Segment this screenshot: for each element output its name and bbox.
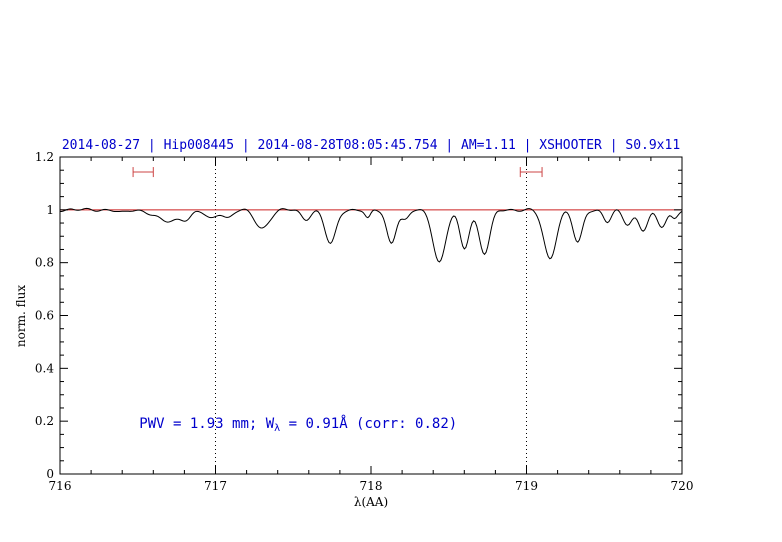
spectrum-line <box>59 207 683 263</box>
pwv-annotation: PWV = 1.93 mm; Wλ = 0.91Å (corr: 0.82) <box>139 415 457 434</box>
x-tick-label: 717 <box>204 479 227 493</box>
x-tick-label: 718 <box>360 479 383 493</box>
y-tick-label: 0.6 <box>35 309 54 323</box>
y-tick-label: 1 <box>46 203 54 217</box>
y-tick-label: 0.2 <box>35 414 54 428</box>
x-axis-label: λ(AA) <box>354 495 388 509</box>
plot-title: 2014-08-27 | Hip008445 | 2014-08-28T08:0… <box>62 138 680 153</box>
y-tick-label: 0.8 <box>35 256 54 270</box>
x-tick-label: 716 <box>49 479 72 493</box>
y-axis-label: norm. flux <box>14 285 28 347</box>
y-tick-label: 0.4 <box>35 361 54 375</box>
x-tick-label: 720 <box>671 479 694 493</box>
plot-area <box>59 156 683 475</box>
tick-labels: 716 717 718 719 720 0 0.2 0.4 0.6 0.8 1 1.2 <box>35 150 694 493</box>
plot-frame <box>59 156 683 475</box>
x-tick-label: 719 <box>515 479 538 493</box>
y-tick-label: 1.2 <box>35 150 54 164</box>
y-tick-label: 0 <box>46 467 54 481</box>
